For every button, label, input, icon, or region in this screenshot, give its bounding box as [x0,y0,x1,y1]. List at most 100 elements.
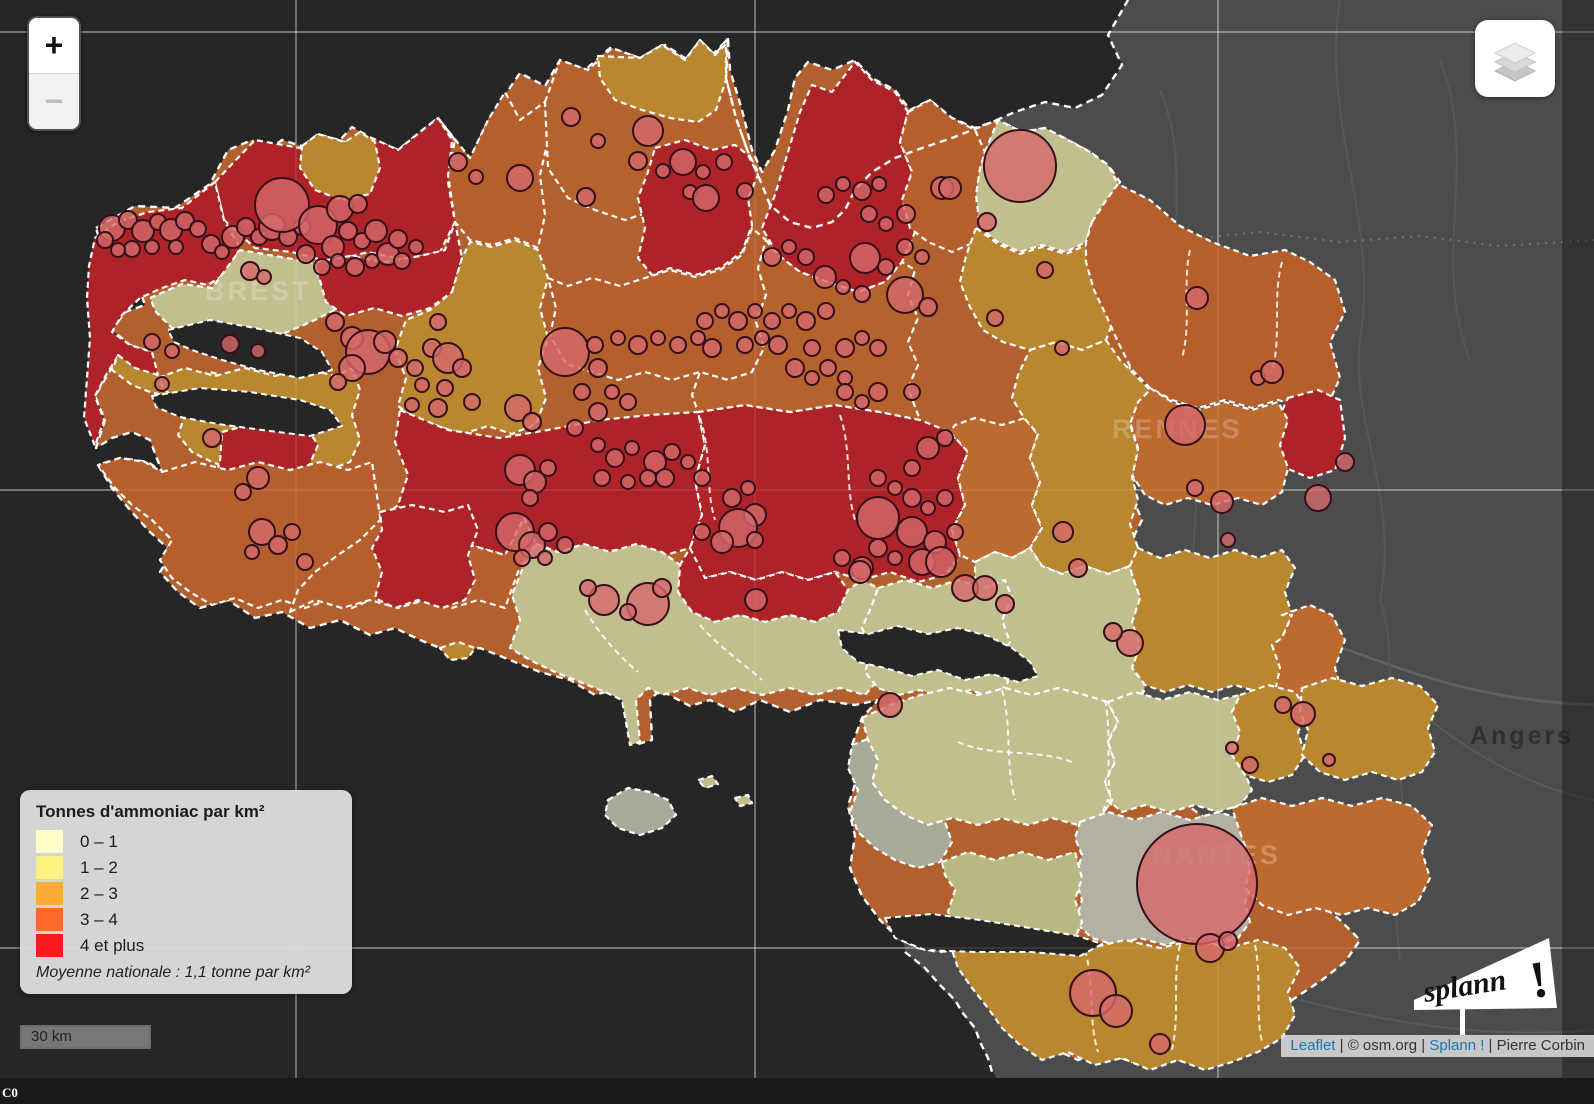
water-body [151,387,343,437]
emission-circle [576,187,596,207]
emission-circle [1068,558,1088,578]
emission-circle [781,239,797,255]
emission-circle [452,358,472,378]
emission-circle [835,338,855,358]
emission-circle [693,523,711,541]
emission-circle [234,483,252,501]
emission-circle [168,239,184,255]
emission-circle [650,330,666,346]
emission-circle [428,398,448,418]
emission-circle [1185,286,1209,310]
emission-circle [652,578,672,598]
scale-bar: 30 km [20,1025,151,1049]
emission-circle [123,240,141,258]
legend-label: 2 – 3 [80,883,118,903]
zoom-out-button[interactable]: − [29,73,79,129]
emission-circle [504,394,532,422]
emission-circle [408,239,424,255]
legend-swatch [36,934,63,957]
emission-circle [680,454,696,470]
emission-circle [835,279,851,295]
emission-circle [836,383,854,401]
emission-circle [693,469,711,487]
layers-control[interactable] [1475,20,1555,97]
emission-circle [804,370,820,386]
choropleth-region [760,60,917,294]
choropleth-region [313,220,464,318]
road-line [1439,59,1471,361]
emission-circle [325,312,345,332]
water-body [167,319,333,379]
legend-swatch [36,856,63,879]
emission-circle [796,311,816,331]
emission-circle [669,336,687,354]
emission-circle [388,229,408,249]
emission-circle [877,258,895,276]
emission-circle [920,500,936,516]
emission-circle [248,518,276,546]
emission-circle [110,242,126,258]
bottom-bar [0,1078,1594,1104]
choropleth-region [696,774,720,790]
choropleth-region [393,238,550,436]
legend-label: 3 – 4 [80,909,118,929]
emission-circle [338,354,366,382]
choropleth-region [1298,676,1440,782]
zoom-in-button[interactable]: + [29,18,79,73]
emission-circle [1103,622,1123,642]
emission-circle [131,219,155,243]
region-border [1104,699,1113,809]
emission-circle [329,373,347,391]
choropleth-region [438,640,477,662]
emission-circle [690,330,706,346]
legend-label: 0 – 1 [80,831,118,851]
emission-circle [588,584,620,616]
emission-circle [254,177,310,233]
emission-circle [429,313,447,331]
legend-swatch [36,882,63,905]
emission-circle [448,152,468,172]
choropleth-region [298,130,382,202]
choropleth-region [370,503,480,610]
emission-circle [1052,521,1074,543]
emission-circle [692,184,720,212]
emission-circle [722,488,742,508]
emission-circle [143,333,161,351]
choropleth-region [898,98,987,254]
emission-circle [785,358,805,378]
region-border [699,417,716,521]
emission-circle [414,377,430,393]
emission-circle [747,303,763,319]
emission-circle [837,370,853,386]
attribution-link[interactable]: Leaflet [1290,1037,1336,1054]
emission-circle [1260,360,1284,384]
emission-circle [696,312,714,330]
emission-circle [96,231,114,249]
region-border [699,624,763,681]
emission-circle [588,402,608,422]
emission-circle [118,210,138,230]
emission-circle [702,338,722,358]
legend-item: 0 – 1 [36,830,336,853]
emission-circle [388,348,408,368]
choropleth-region [948,416,1044,564]
emission-circle [736,182,754,200]
emission-circle [1054,340,1070,356]
region-border [1254,944,1263,1043]
emission-circle [728,311,748,331]
emission-circle [817,302,835,320]
emission-circle [539,459,557,477]
emission-circle [628,151,648,171]
attribution-link[interactable]: Splann ! [1429,1037,1485,1054]
emission-circle [754,330,770,346]
emission-circle [983,129,1057,203]
emission-circle [916,436,940,460]
emission-circle [936,429,954,447]
emission-circle [710,530,734,554]
emission-circle [1164,404,1206,446]
emission-circle [849,242,881,274]
road-line [1299,999,1594,1034]
emission-circle [817,186,835,204]
legend-swatch [36,908,63,931]
